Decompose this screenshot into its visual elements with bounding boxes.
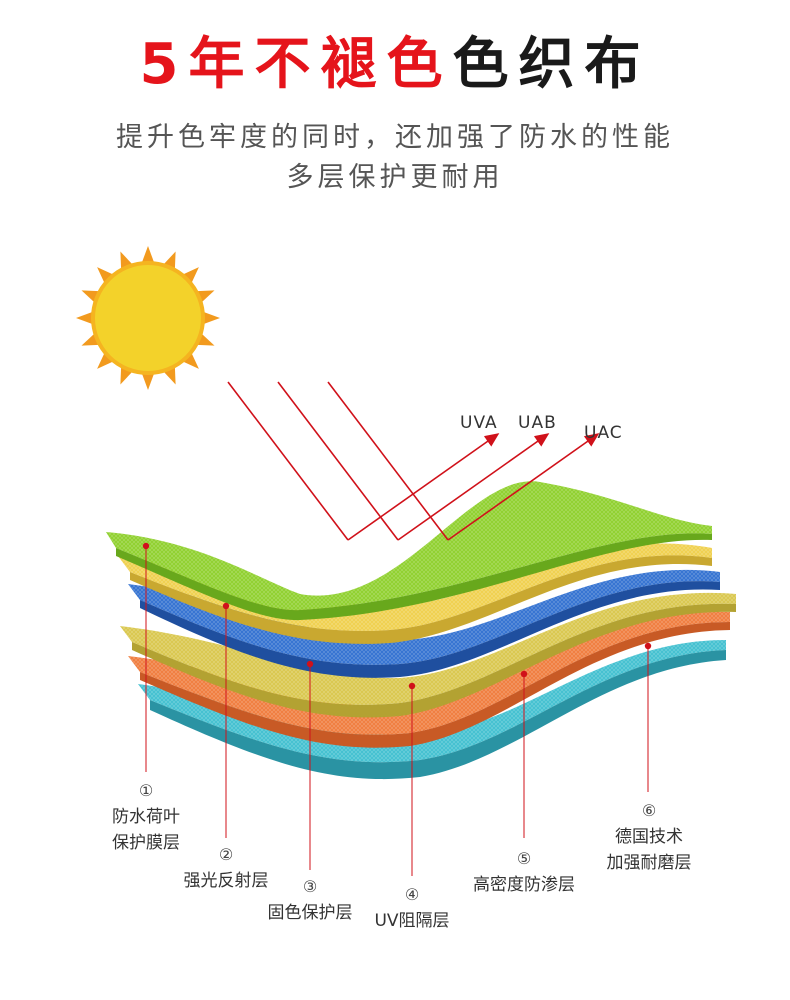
subtitle-line1: 提升色牢度的同时，还加强了防水的性能 [116, 122, 674, 153]
sun-ray [142, 373, 154, 390]
subtitle-line2: 多层保护更耐用 [286, 162, 504, 193]
page-title: 5年不褪色色织布 [0, 30, 790, 100]
layer-6-line1: 德国技术 [615, 827, 683, 847]
ray-label-uac: UAC [584, 423, 623, 443]
layer-number-3: ③ [302, 877, 318, 896]
layer-label-5: ⑤ 高密度防渗层 [454, 846, 594, 898]
layer-number-6: ⑥ [641, 801, 657, 820]
title-red: 5年不褪色 [139, 32, 453, 97]
ray-label-uab: UAB [518, 413, 557, 433]
layer-1-line1: 防水荷叶 [112, 807, 180, 827]
layer-label-2: ② 强光反射层 [166, 842, 286, 894]
layer-label-6: ⑥ 德国技术 加强耐磨层 [594, 798, 704, 876]
sun-ray [183, 267, 199, 283]
sun-ray [203, 312, 220, 324]
layer-1-shape [106, 481, 712, 621]
title-black: 色织布 [452, 32, 651, 97]
layer-2-line1: 强光反射层 [183, 871, 269, 891]
layer-1-line2: 保护膜层 [112, 833, 180, 853]
layer-3-shape [128, 569, 720, 678]
layer-4-line1: UV阻隔层 [374, 911, 450, 931]
layer-4-shape [120, 592, 736, 718]
ray-label-uva: UVA [460, 413, 498, 433]
layer-6-line2: 加强耐磨层 [606, 853, 692, 873]
sun-ray [183, 353, 199, 369]
uv-rays [227, 381, 600, 541]
sun-icon [76, 246, 220, 390]
leader-lines [142, 542, 652, 876]
layer-number-1: ① [138, 781, 154, 800]
sun-ray [76, 312, 93, 324]
layer-3-line1: 固色保护层 [267, 903, 353, 923]
layer-number-5: ⑤ [516, 849, 532, 868]
sun-ray [97, 267, 113, 283]
sun-ray [142, 246, 154, 263]
layer-label-1: ① 防水荷叶 保护膜层 [96, 778, 196, 856]
layer-number-4: ④ [404, 885, 420, 904]
layer-label-4: ④ UV阻隔层 [362, 882, 462, 934]
layer-label-3: ③ 固色保护层 [250, 874, 370, 926]
layer-5-line1: 高密度防渗层 [473, 875, 575, 895]
sun-ray [97, 353, 113, 369]
layer-number-2: ② [218, 845, 234, 864]
